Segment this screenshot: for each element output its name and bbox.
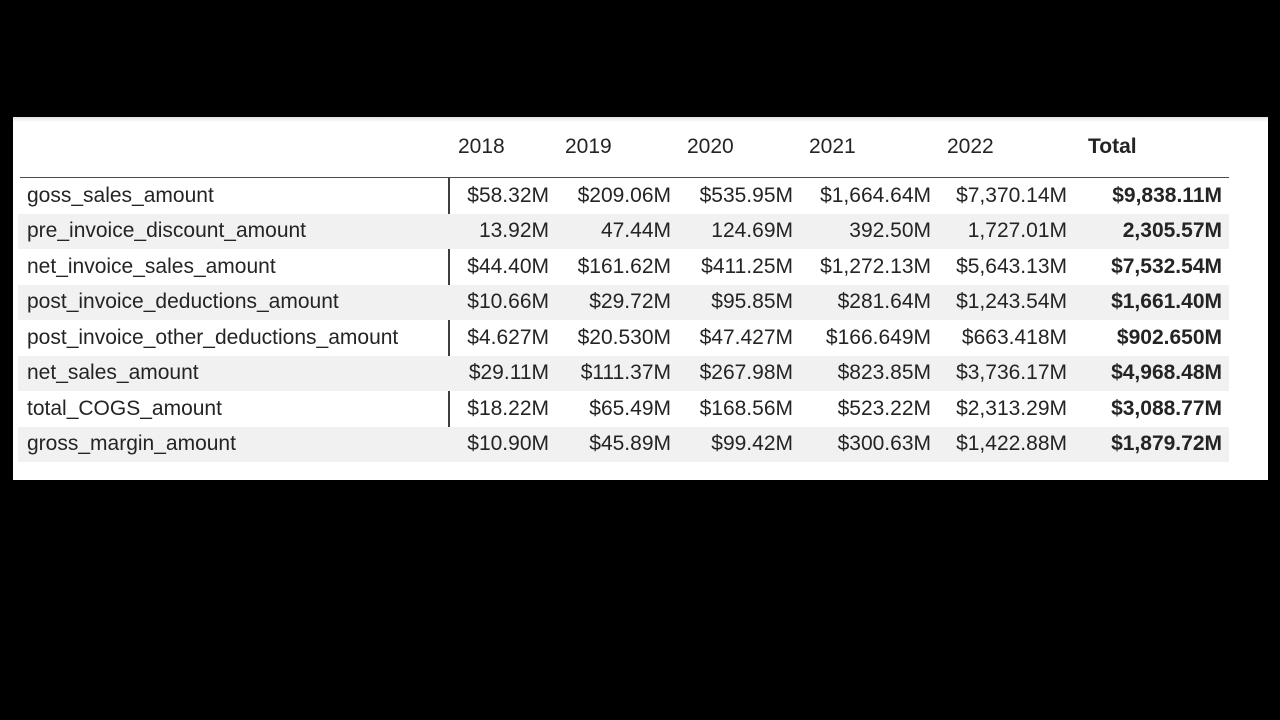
column-header-2022[interactable]: 2022 <box>947 135 994 158</box>
value-cell[interactable]: $47.427M <box>699 325 793 349</box>
value-cell[interactable]: $10.66M <box>467 290 549 314</box>
total-cell[interactable]: $902.650M <box>1116 325 1222 349</box>
value-cell[interactable]: $5,643.13M <box>956 254 1067 278</box>
row-header[interactable]: total_COGS_amount <box>27 396 222 420</box>
column-header-row: 2018 2019 2020 2021 2022 Total <box>18 117 1229 177</box>
value-cell[interactable]: $411.25M <box>701 254 793 278</box>
table-row: post_invoice_deductions_amount $10.66M $… <box>18 284 1229 320</box>
table-row: pre_invoice_discount_amount 13.92M 47.44… <box>18 213 1229 249</box>
value-cell[interactable]: $663.418M <box>961 325 1067 349</box>
value-cell[interactable]: $58.32M <box>467 183 549 207</box>
value-cell[interactable]: $29.11M <box>468 361 549 385</box>
column-header-2018[interactable]: 2018 <box>458 135 505 158</box>
value-cell[interactable]: $166.649M <box>825 325 931 349</box>
table-row: gross_margin_amount $10.90M $45.89M $99.… <box>18 426 1229 462</box>
value-cell[interactable]: $44.40M <box>467 254 549 278</box>
matrix-grid: 2018 2019 2020 2021 2022 Total goss_sale… <box>18 117 1229 462</box>
value-cell[interactable]: $535.95M <box>699 183 793 207</box>
table-row: post_invoice_other_deductions_amount $4.… <box>18 320 1229 356</box>
row-header[interactable]: post_invoice_other_deductions_amount <box>27 325 399 349</box>
total-cell[interactable]: $3,088.77M <box>1111 396 1222 420</box>
value-cell[interactable]: $10.90M <box>467 432 549 456</box>
value-cell[interactable]: $1,664.64M <box>820 183 931 207</box>
value-cell[interactable]: $7,370.14M <box>956 183 1067 207</box>
total-cell[interactable]: $1,879.72M <box>1111 432 1222 456</box>
total-cell[interactable]: $4,968.48M <box>1111 361 1222 385</box>
table-row: net_invoice_sales_amount $44.40M $161.62… <box>18 249 1229 285</box>
value-cell[interactable]: $161.62M <box>577 254 671 278</box>
value-cell[interactable]: $20.530M <box>577 325 671 349</box>
value-cell[interactable]: $209.06M <box>577 183 671 207</box>
matrix-table-visual: 2018 2019 2020 2021 2022 Total goss_sale… <box>13 117 1268 480</box>
row-header[interactable]: net_sales_amount <box>27 361 199 385</box>
value-cell[interactable]: 47.44M <box>600 219 671 243</box>
value-cell[interactable]: 1,727.01M <box>967 219 1067 243</box>
value-cell[interactable]: $281.64M <box>837 290 931 314</box>
row-header[interactable]: post_invoice_deductions_amount <box>27 290 339 314</box>
value-cell[interactable]: $523.22M <box>837 396 931 420</box>
row-header[interactable]: gross_margin_amount <box>27 432 236 456</box>
table-body: goss_sales_amount $58.32M $209.06M $535.… <box>18 178 1229 462</box>
value-cell[interactable]: $99.42M <box>711 432 793 456</box>
column-header-2021[interactable]: 2021 <box>809 135 856 158</box>
value-cell[interactable]: $2,313.29M <box>956 396 1067 420</box>
value-cell[interactable]: $823.85M <box>837 361 931 385</box>
value-cell[interactable]: $95.85M <box>711 290 793 314</box>
value-cell[interactable]: $111.37M <box>580 361 671 385</box>
value-cell[interactable]: $65.49M <box>589 396 671 420</box>
row-header[interactable]: net_invoice_sales_amount <box>27 254 276 278</box>
value-cell[interactable]: $1,422.88M <box>956 432 1067 456</box>
value-cell[interactable]: $300.63M <box>837 432 931 456</box>
header-separator-line <box>20 177 1229 178</box>
column-header-2019[interactable]: 2019 <box>565 135 612 158</box>
value-cell[interactable]: $18.22M <box>467 396 549 420</box>
value-cell[interactable]: 13.92M <box>478 219 549 243</box>
table-row: goss_sales_amount $58.32M $209.06M $535.… <box>18 178 1229 214</box>
value-cell[interactable]: 392.50M <box>849 219 931 243</box>
value-cell[interactable]: $4.627M <box>467 325 549 349</box>
table-row: total_COGS_amount $18.22M $65.49M $168.5… <box>18 391 1229 427</box>
value-cell[interactable]: $3,736.17M <box>956 361 1067 385</box>
total-cell[interactable]: 2,305.57M <box>1122 219 1222 243</box>
total-cell[interactable]: $9,838.11M <box>1112 183 1222 207</box>
total-cell[interactable]: $1,661.40M <box>1111 290 1222 314</box>
value-cell[interactable]: $168.56M <box>699 396 793 420</box>
row-header[interactable]: goss_sales_amount <box>27 183 214 207</box>
value-cell[interactable]: $45.89M <box>589 432 671 456</box>
total-cell[interactable]: $7,532.54M <box>1111 254 1222 278</box>
corner-cell <box>18 117 449 177</box>
table-row: net_sales_amount $29.11M $111.37M $267.9… <box>18 355 1229 391</box>
value-cell[interactable]: $1,243.54M <box>956 290 1067 314</box>
label-column-divider <box>448 178 450 462</box>
column-header-2020[interactable]: 2020 <box>687 135 734 158</box>
value-cell[interactable]: $29.72M <box>589 290 671 314</box>
row-header[interactable]: pre_invoice_discount_amount <box>27 219 307 243</box>
column-header-total[interactable]: Total <box>1088 135 1137 158</box>
value-cell[interactable]: 124.69M <box>711 219 793 243</box>
value-cell[interactable]: $267.98M <box>699 361 793 385</box>
value-cell[interactable]: $1,272.13M <box>820 254 931 278</box>
